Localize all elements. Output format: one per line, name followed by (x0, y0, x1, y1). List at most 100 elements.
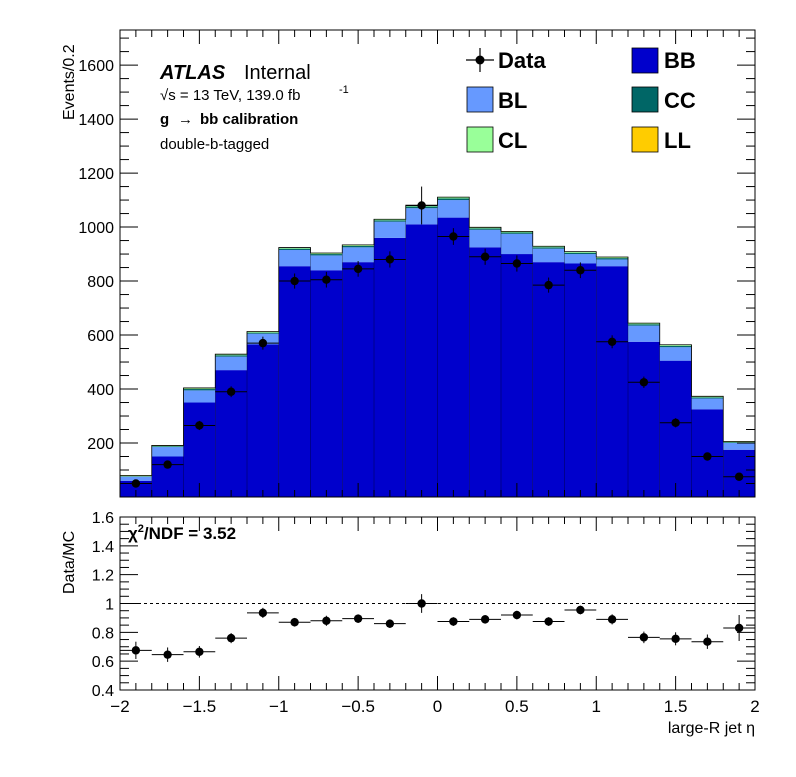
bar-cc-17 (660, 346, 692, 347)
top-ytick-label: 600 (87, 328, 114, 345)
ratio-point (184, 646, 216, 658)
bar-cl-10 (438, 197, 470, 198)
bar-bb-5 (279, 266, 311, 497)
ratio-marker (195, 648, 203, 656)
data-marker (322, 275, 330, 283)
bar-cc-13 (533, 247, 565, 248)
bar-cc-5 (279, 249, 311, 250)
ratio-ytick-label: 1.4 (92, 539, 114, 556)
bar-bl-5 (279, 250, 311, 266)
ratio-point (374, 619, 406, 628)
data-marker (132, 479, 140, 487)
ratio-xtick-label: 2 (750, 697, 759, 716)
ratio-marker (354, 614, 362, 622)
legend-swatch-cl (467, 127, 493, 152)
legend-swatch-cc (632, 87, 658, 112)
bar-bb-12 (501, 254, 533, 497)
ratio-marker (259, 609, 267, 617)
ratio-marker (449, 617, 457, 625)
ratio-marker (322, 617, 330, 625)
data-marker (227, 388, 235, 396)
ratio-point (723, 615, 755, 641)
bar-bb-9 (406, 224, 438, 497)
bar-cc-15 (596, 258, 628, 259)
data-marker (576, 266, 584, 274)
top-ytick-label: 400 (87, 382, 114, 399)
bar-bl-12 (501, 234, 533, 254)
bar-bb-8 (374, 238, 406, 497)
bar-bl-11 (469, 230, 501, 248)
bar-cc-6 (311, 254, 343, 255)
top-ytick-label: 1600 (78, 58, 114, 75)
ratio-xtick-label: 1.5 (664, 697, 688, 716)
chi2-symbol: χ (128, 524, 138, 543)
legend-label-bb: BB (664, 48, 696, 73)
data-marker (608, 338, 616, 346)
bar-bb-2 (184, 403, 216, 497)
ratio-point (120, 642, 152, 659)
x-axis-title: large-R jet η (668, 720, 755, 737)
energy-lumi: √s = 13 TeV, 139.0 fb (160, 87, 300, 104)
process-final: bb calibration (200, 111, 298, 128)
ratio-point (215, 633, 247, 643)
data-marker (163, 460, 171, 468)
ratio-marker (640, 633, 648, 641)
bar-bb-17 (660, 361, 692, 497)
bar-bl-15 (596, 259, 628, 266)
ratio-point (501, 611, 533, 620)
bar-cc-14 (565, 253, 597, 254)
bar-bb-7 (342, 262, 374, 497)
top-ytick-label: 1200 (78, 166, 114, 183)
bar-cc-3 (215, 355, 247, 356)
ratio-xtick-label: −0.5 (341, 697, 375, 716)
bar-bl-13 (533, 249, 565, 262)
data-marker (449, 232, 457, 240)
bar-bl-7 (342, 247, 374, 262)
legend-label-cl: CL (498, 128, 527, 153)
ratio-ytick-label: 0.8 (92, 625, 114, 642)
bar-cc-1 (152, 446, 184, 447)
bar-bl-8 (374, 222, 406, 238)
data-marker (481, 253, 489, 261)
ratio-xtick-label: −2 (110, 697, 129, 716)
bar-bl-10 (438, 200, 470, 218)
chi2-ndf: /NDF = 3.52 (144, 524, 236, 543)
ratio-marker (290, 618, 298, 626)
ratio-marker (386, 619, 394, 627)
bar-cc-12 (501, 232, 533, 233)
ratio-xtick-label: −1.5 (183, 697, 217, 716)
bar-bb-4 (247, 344, 279, 497)
bar-bb-6 (311, 270, 343, 497)
ratio-marker (703, 638, 711, 646)
ratio-marker (227, 634, 235, 642)
bar-bl-18 (692, 398, 724, 409)
bar-bb-14 (565, 264, 597, 498)
bar-bl-6 (311, 255, 343, 270)
bar-bb-11 (469, 247, 501, 497)
top-ytick-label: 200 (87, 436, 114, 453)
ratio-xtick-label: 1 (592, 697, 601, 716)
ratio-point (469, 615, 501, 624)
ratio-marker (735, 624, 743, 632)
data-marker (703, 452, 711, 460)
y-axis-title-top: Events/0.2 (61, 44, 78, 120)
bar-cc-8 (374, 220, 406, 221)
data-marker (735, 473, 743, 481)
data-marker (354, 265, 362, 273)
process-arrow: → (178, 111, 193, 128)
bar-bb-15 (596, 266, 628, 497)
bar-bb-16 (628, 342, 660, 497)
top-ytick-label: 1400 (78, 112, 114, 129)
legend-swatch-bl (467, 87, 493, 112)
ratio-point (692, 634, 724, 648)
bar-cc-0 (120, 476, 152, 477)
ratio-ytick-label: 1.6 (92, 510, 114, 527)
selection-label: double-b-tagged (160, 136, 269, 153)
data-marker (640, 378, 648, 386)
ratio-ytick-label: 0.6 (92, 654, 114, 671)
data-marker (513, 259, 521, 267)
ratio-marker (481, 615, 489, 623)
atlas-logo: ATLAS (159, 62, 226, 84)
ratio-point (438, 617, 470, 626)
